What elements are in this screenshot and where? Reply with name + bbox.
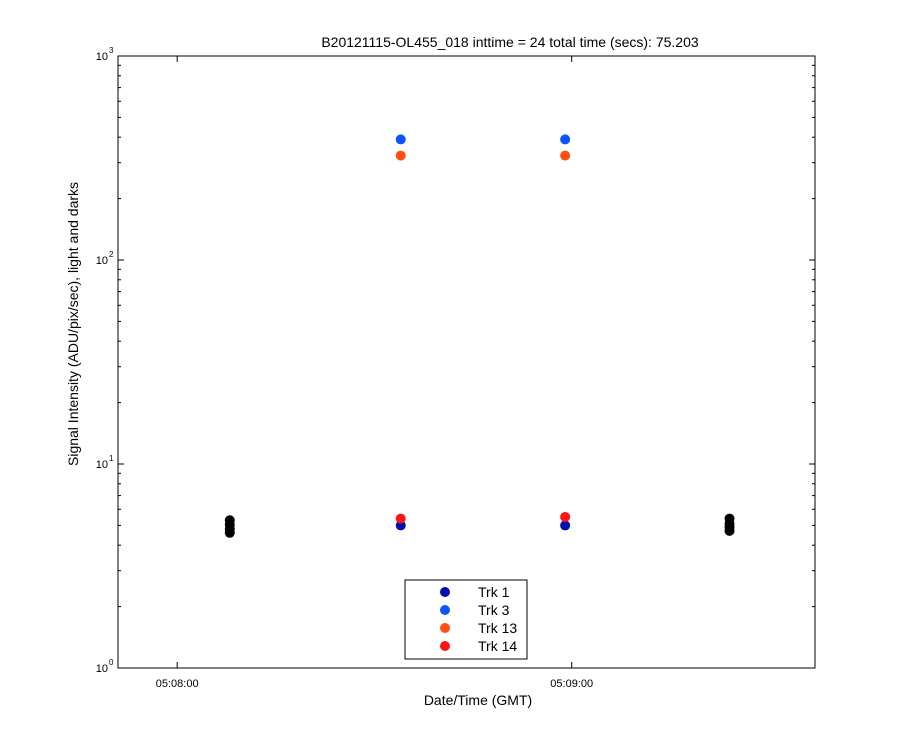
point-trk-13 [395,150,406,161]
legend-marker [440,623,450,633]
y-tick-label: 10 [96,459,108,471]
point-trk-14 [395,513,406,524]
point-dark [724,525,735,536]
y-tick-exponent: 2 [109,250,114,259]
point-dark [224,527,235,538]
legend-box [404,579,528,660]
legend-label: Trk 14 [478,638,517,654]
y-axis-label: Signal Intensity (ADU/pix/sec), light an… [65,182,81,466]
point-trk-14 [560,511,571,522]
legend-label: Trk 1 [478,584,510,600]
y-tick-exponent: 1 [109,454,114,463]
chart-title: B20121115-OL455_018 inttime = 24 total t… [321,34,699,50]
point-trk-1 [560,520,571,531]
legend-label: Trk 13 [478,620,517,636]
y-tick-label: 10 [96,51,108,63]
point-trk-13 [560,150,571,161]
x-axis-label: Date/Time (GMT) [424,692,532,708]
legend-marker [440,587,450,597]
y-tick-exponent: 3 [109,46,114,55]
point-trk-3 [395,134,406,145]
x-tick-label: 05:08:00 [156,678,199,690]
point-trk-3 [560,134,571,145]
legend-marker [440,641,450,651]
y-tick-label: 10 [96,663,108,675]
legend-marker [440,605,450,615]
legend: Trk 1 Trk 3 Trk 13 Trk 14 [404,579,528,660]
plot-area [117,55,816,669]
legend-label: Trk 3 [478,602,510,618]
y-tick-exponent: 0 [109,658,114,667]
y-tick-label: 10 [96,255,108,267]
x-tick-label: 05:09:00 [550,678,593,690]
